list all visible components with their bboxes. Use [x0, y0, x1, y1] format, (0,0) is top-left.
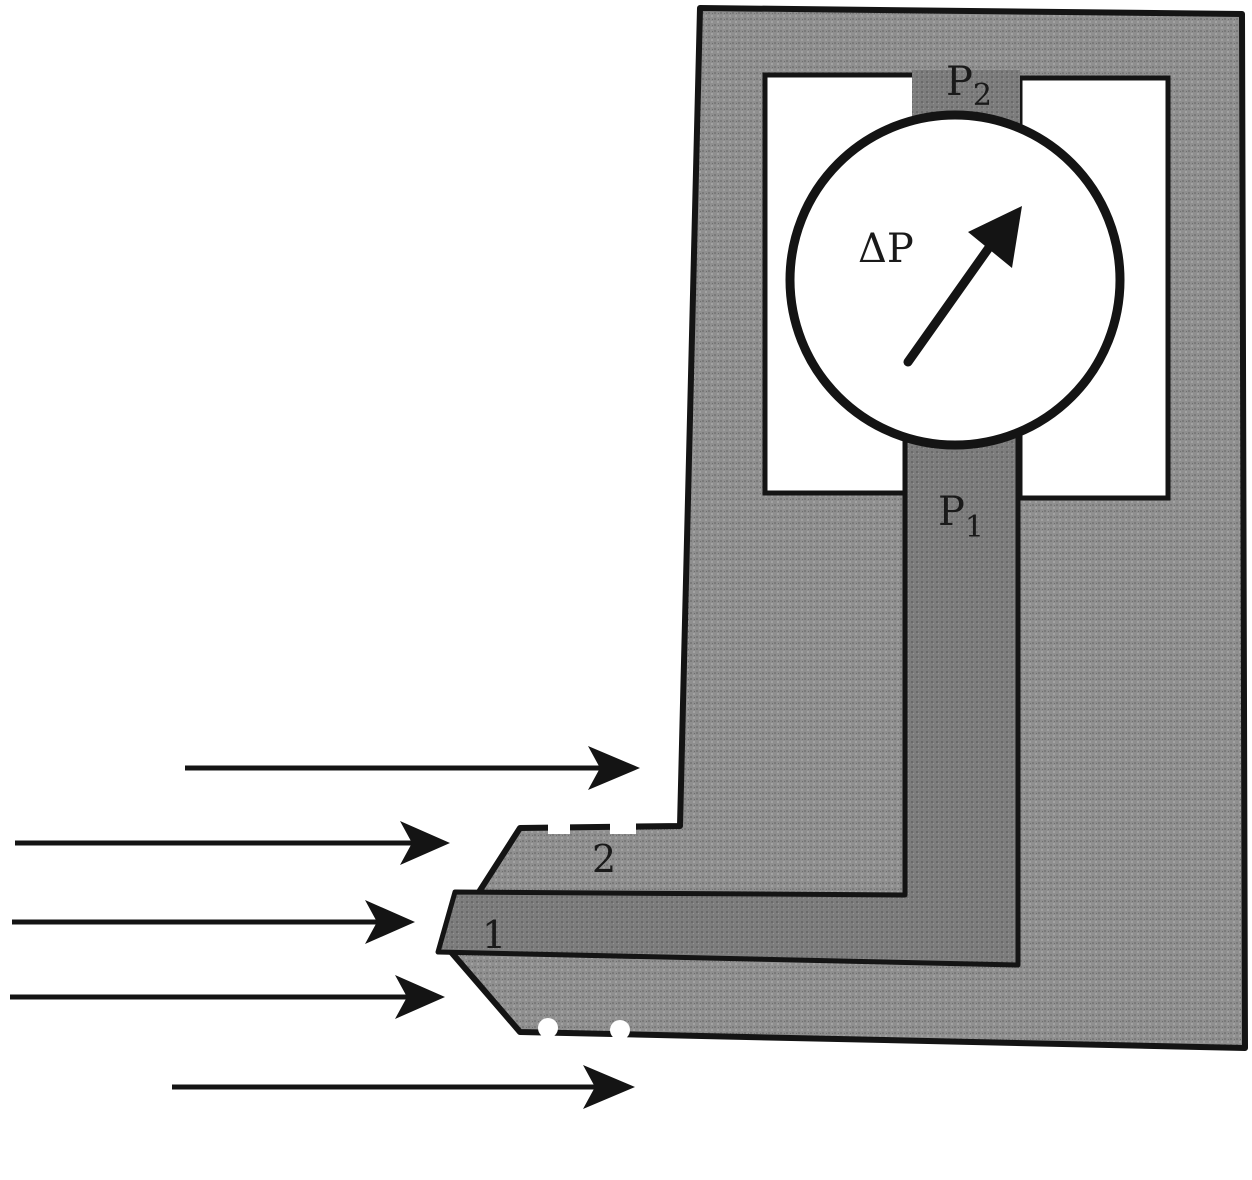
flow-arrows	[10, 746, 640, 1109]
flow-arrow	[15, 821, 450, 865]
label-port-stagnation: 1	[482, 913, 506, 957]
label-delta-p: ΔP	[858, 226, 914, 272]
flow-arrow	[172, 1065, 635, 1109]
label-p1: P1	[938, 489, 984, 545]
static-ports	[538, 818, 636, 1040]
flow-arrow	[10, 975, 445, 1019]
label-p2: P2	[946, 59, 992, 113]
flow-arrow	[185, 746, 640, 790]
label-port-static: 2	[592, 837, 616, 881]
gauge-needle	[903, 227, 1005, 367]
flow-arrow	[12, 900, 415, 944]
gauge-needle-head-icon	[968, 206, 1022, 268]
differential-pressure-gauge	[785, 110, 1125, 450]
